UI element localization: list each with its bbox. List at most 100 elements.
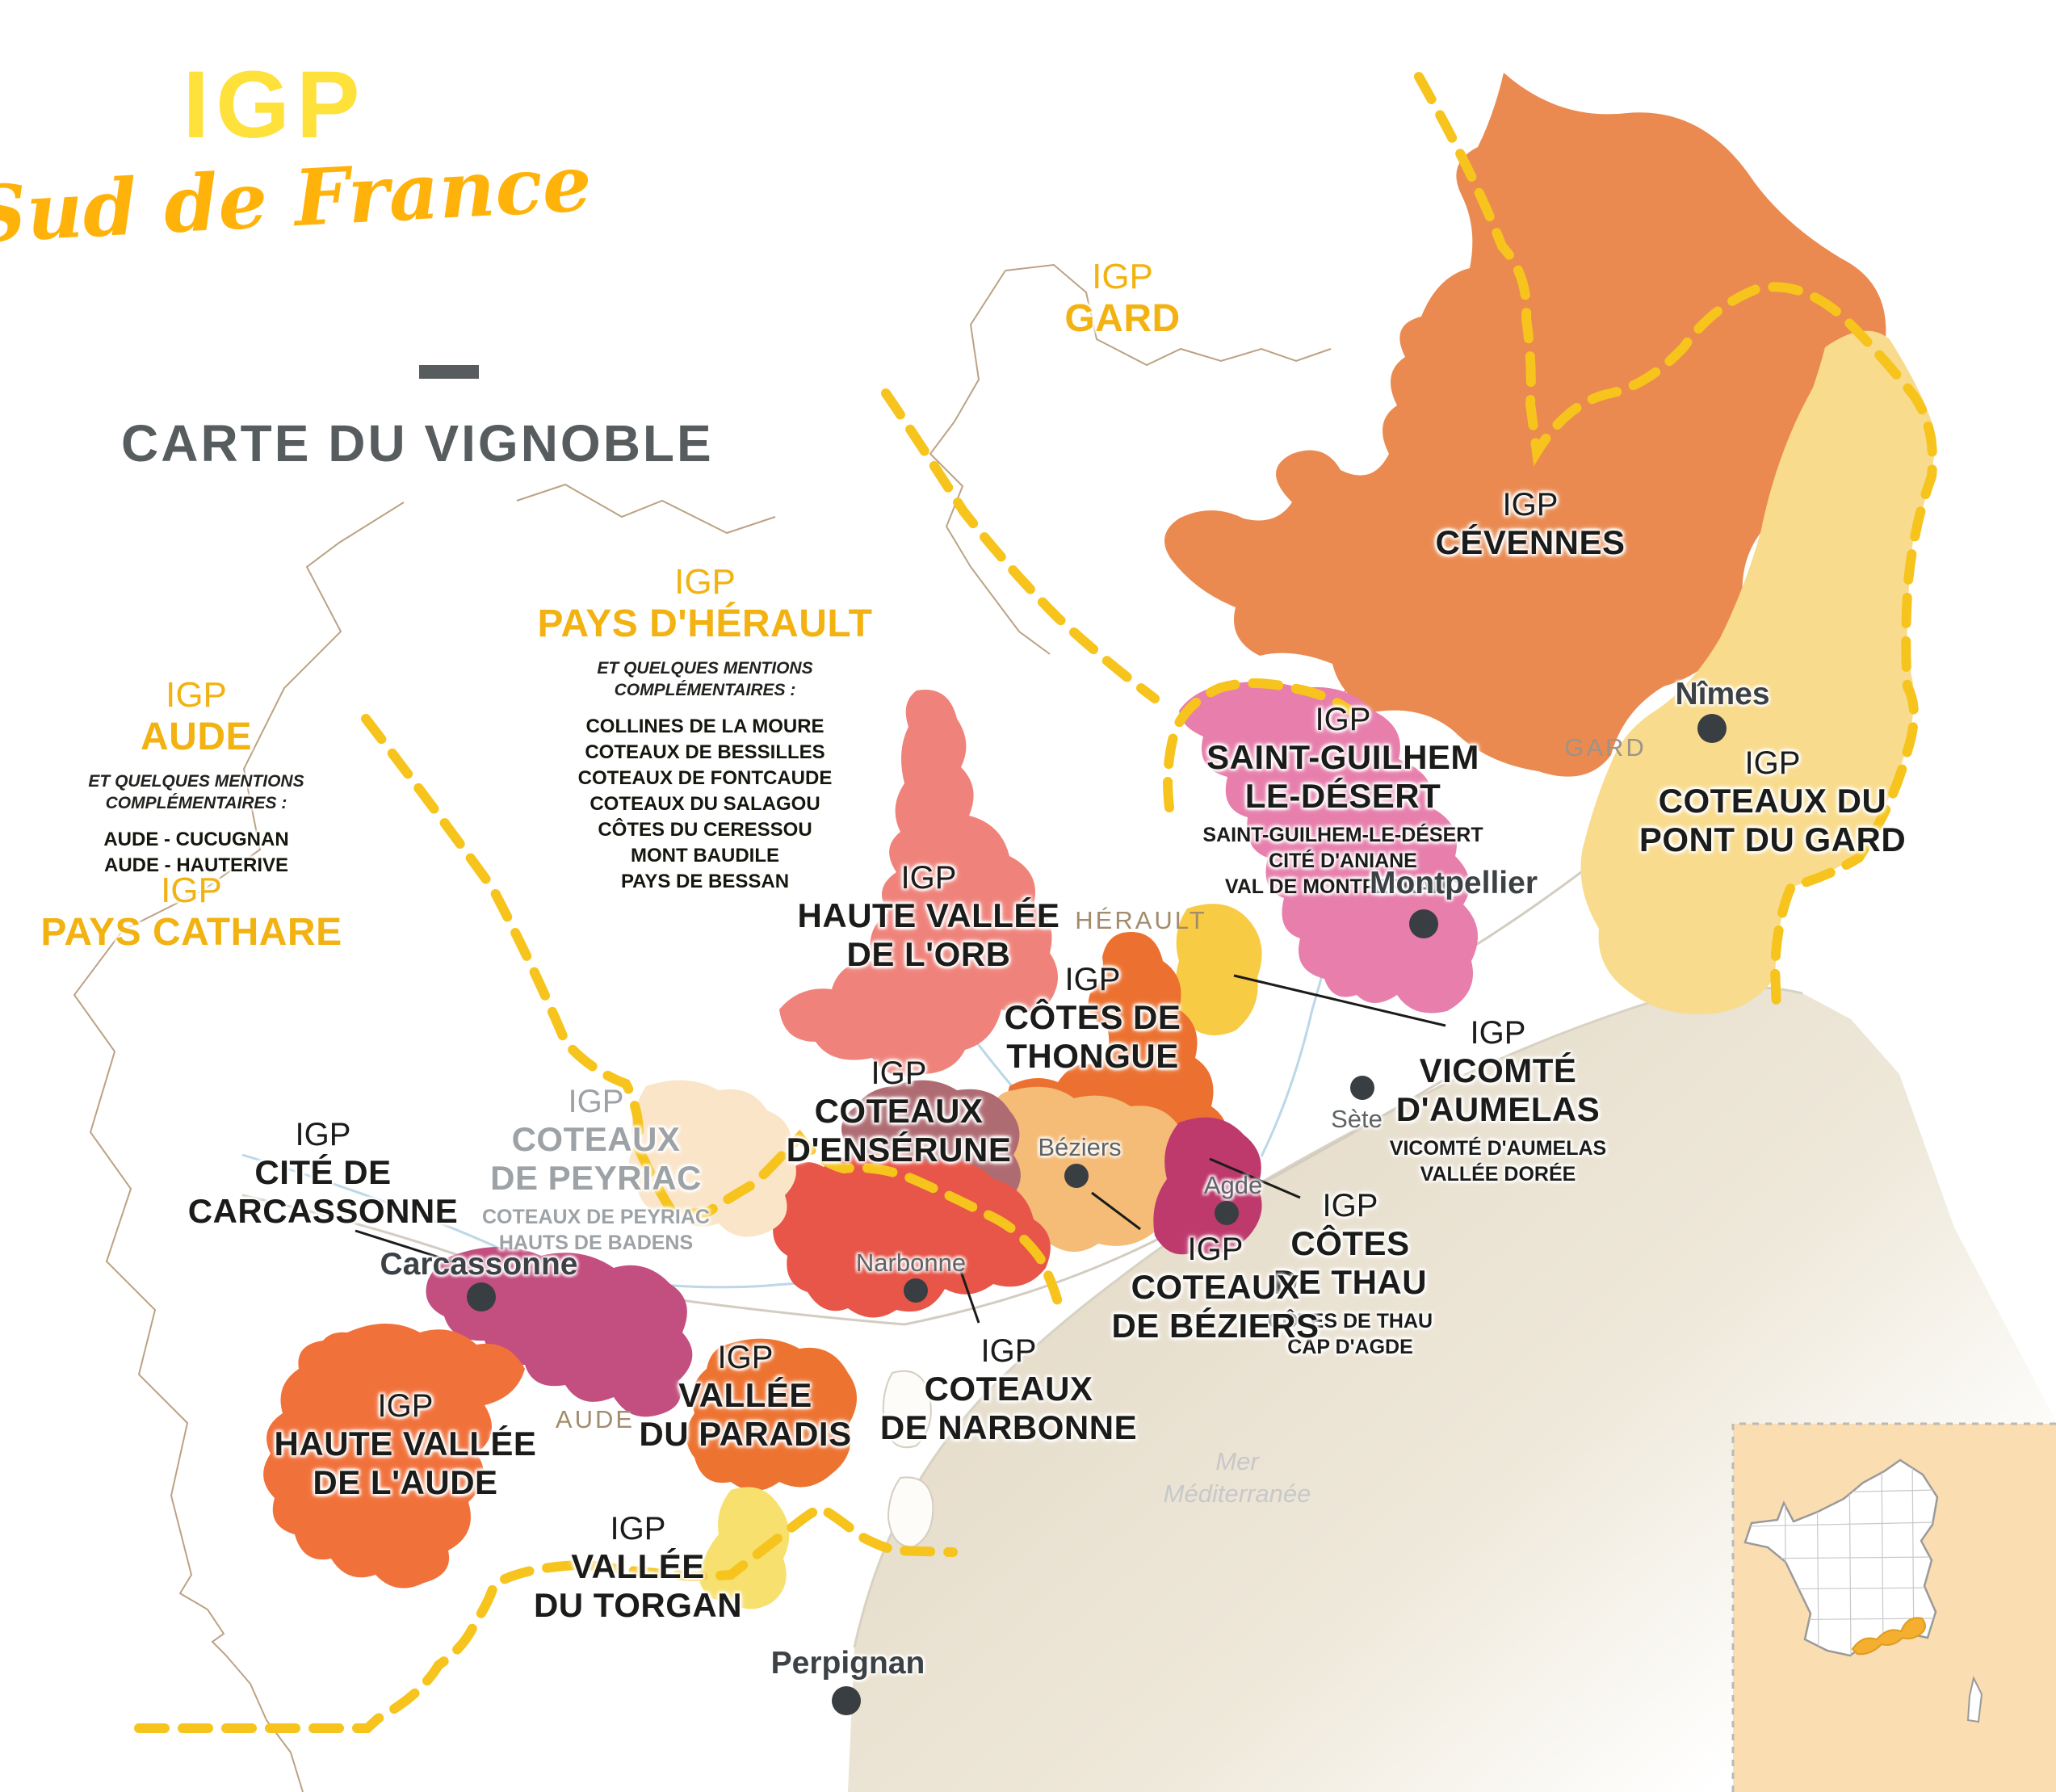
city-dot-beziers <box>1064 1164 1089 1188</box>
title-divider <box>419 365 479 379</box>
region-name: COTEAUX DU <box>1658 782 1887 820</box>
region-name: CÔTES DE <box>1004 998 1181 1036</box>
region-name: DE NARBONNE <box>879 1408 1138 1446</box>
igp-prefix: IGP <box>610 1511 666 1546</box>
callout-vicomte-aumelas <box>1233 974 1446 1027</box>
mention-item: CÔTES DE THAU <box>1267 1310 1433 1332</box>
dashed-boundary-aude-diagonal <box>361 714 1063 1307</box>
region-name: COTEAUX <box>924 1370 1093 1408</box>
region-name: HAUTE VALLÉE <box>797 896 1060 934</box>
label-igp-coteaux-de-beziers: IGP COTEAUX DE BÉZIERS <box>1111 1231 1319 1345</box>
region-name: COTEAUX <box>814 1092 984 1130</box>
label-igp-vicomte-d-aumelas: IGP VICOMTÉ D'AUMELAS VICOMTÉ D'AUMELAS … <box>1390 1014 1606 1187</box>
region-name: D'ENSÉRUNE <box>786 1131 1012 1169</box>
region-name: D'AUMELAS <box>1395 1090 1601 1128</box>
mention-item: COLLINES DE LA MOURE <box>585 716 824 737</box>
mentions-intro: COMPLÉMENTAIRES : <box>614 681 796 699</box>
city-label-sete: Sète <box>1331 1105 1383 1133</box>
region-name: CARCASSONNE <box>187 1192 459 1230</box>
callout-cite-carcassonne <box>355 1229 453 1263</box>
lagoon-shape-2 <box>887 1476 934 1548</box>
region-name: PAYS D'HÉRAULT <box>537 602 873 645</box>
igp-prefix: IGP <box>1744 745 1801 781</box>
region-vicomte-aumelas-patch <box>1175 904 1262 1036</box>
region-name: CITÉ DE <box>254 1153 392 1191</box>
region-name: LE-DÉSERT <box>1244 777 1441 815</box>
sea-label-line1: Mer <box>1215 1447 1259 1475</box>
label-igp-saint-guilhem-le-desert: IGP SAINT-GUILHEM LE-DÉSERT SAINT-GUILHE… <box>1202 701 1483 900</box>
igp-prefix: IGP <box>1470 1015 1526 1051</box>
page-title: CARTE DU VIGNOBLE <box>121 414 714 472</box>
region-name: DU PARADIS <box>639 1415 852 1453</box>
region-name: AUDE <box>140 716 252 758</box>
region-name: THONGUE <box>1006 1037 1179 1075</box>
callout-cotes-de-thau <box>1209 1157 1301 1199</box>
inset-corsica <box>1966 1676 1983 1723</box>
mention-item: CITÉ D'ANIANE <box>1269 850 1417 872</box>
region-coteaux-de-narbonne <box>769 1152 1051 1318</box>
region-name: DE BÉZIERS <box>1111 1307 1320 1345</box>
igp-prefix: IGP <box>1502 487 1559 522</box>
region-vallee-du-paradis <box>686 1338 857 1491</box>
lagoon-shape <box>882 1370 932 1449</box>
mention-item: COTEAUX DE FONTCAUDE <box>577 767 833 789</box>
mention-item: AUDE - HAUTERIVE <box>103 854 288 876</box>
label-igp-coteaux-d-enserune: IGP COTEAUX D'ENSÉRUNE <box>787 1055 1012 1169</box>
mention-item: PAYS DE BESSAN <box>620 871 790 892</box>
igp-prefix: IGP <box>161 871 222 910</box>
dashed-boundary-gard-outline <box>1414 72 1938 1014</box>
region-saint-guilhem-le-desert <box>1179 681 1478 1014</box>
label-igp-cite-de-carcassonne: IGP CITÉ DE CARCASSONNE <box>188 1116 459 1231</box>
label-igp-haute-vallee-de-l-orb: IGP HAUTE VALLÉE DE L'ORB <box>798 859 1060 974</box>
mention-item: COTEAUX DE BESSILLES <box>585 741 825 763</box>
city-dot-carcassonne <box>467 1282 496 1311</box>
region-name: VALLÉE <box>571 1547 705 1585</box>
region-cevennes <box>1164 73 1886 777</box>
city-label-beziers: Béziers <box>1038 1133 1122 1161</box>
inset-map-france <box>1731 1422 2056 1792</box>
label-igp-cotes-de-thau: IGP CÔTES DE THAU CÔTES DE THAU CAP D'AG… <box>1268 1187 1433 1360</box>
region-name: SAINT-GUILHEM <box>1206 738 1479 776</box>
city-dot-agde <box>1215 1201 1239 1225</box>
igp-prefix: IGP <box>1322 1188 1378 1223</box>
region-name: GARD <box>1064 297 1181 340</box>
mention-item: HAUTS DE BADENS <box>498 1232 694 1254</box>
igp-prefix: IGP <box>980 1333 1037 1369</box>
region-name: COTEAUX <box>1131 1268 1300 1306</box>
city-dot-nimes <box>1697 714 1727 743</box>
region-haute-vallee-de-l-aude <box>263 1324 525 1588</box>
igp-prefix: IGP <box>1187 1232 1244 1267</box>
callout-lines <box>355 974 1446 1324</box>
label-igp-cevennes: IGP CÉVENNES <box>1435 486 1625 562</box>
igp-prefix: IGP <box>295 1117 351 1152</box>
region-name: CÔTES <box>1290 1224 1410 1262</box>
region-haute-vallee-de-l-orb <box>779 690 1058 1076</box>
mention-item: SAINT-GUILHEM-LE-DÉSERT <box>1202 824 1483 846</box>
inset-dashed-border <box>1731 1422 2056 1792</box>
label-igp-coteaux-de-narbonne: IGP COTEAUX DE NARBONNE <box>880 1332 1137 1447</box>
igp-prefix: IGP <box>1092 257 1153 296</box>
region-name: HAUTE VALLÉE <box>274 1425 537 1463</box>
mentions-intro: ET QUELQUES MENTIONS <box>88 772 304 791</box>
igp-prefix: IGP <box>717 1340 774 1375</box>
igp-dashed-boundaries <box>134 72 1938 1733</box>
label-igp-pays-herault: IGP PAYS D'HÉRAULT ET QUELQUES MENTIONS … <box>538 562 873 895</box>
logo-igp: IGP <box>183 52 367 158</box>
dashed-boundary-herault-diagonal <box>881 388 1160 703</box>
igp-prefix: IGP <box>900 860 957 896</box>
label-igp-aude: IGP AUDE ET QUELQUES MENTIONS COMPLÉMENT… <box>88 675 304 879</box>
mention-item: CAP D'AGDE <box>1287 1336 1413 1358</box>
label-igp-vallee-du-torgan: IGP VALLÉE DU TORGAN <box>534 1510 742 1625</box>
label-igp-pays-cathare: IGP PAYS CATHARE <box>40 871 342 955</box>
mention-item: AUDE - CUCUGNAN <box>103 829 289 850</box>
inset-highlight-region <box>1851 1617 1926 1656</box>
label-igp-cotes-de-thongue: IGP CÔTES DE THONGUE <box>1005 961 1181 1076</box>
igp-prefix: IGP <box>1315 702 1371 737</box>
region-name: DE PEYRIAC <box>490 1159 702 1197</box>
region-name: COTEAUX <box>511 1120 681 1158</box>
mention-item: VAL DE MONTFERRAND <box>1224 875 1462 898</box>
region-coteaux-du-pont-du-gard <box>1580 330 1936 1014</box>
dashed-boundary-saint-guilhem <box>1163 678 1355 812</box>
city-label-nimes: Nîmes <box>1675 677 1770 711</box>
